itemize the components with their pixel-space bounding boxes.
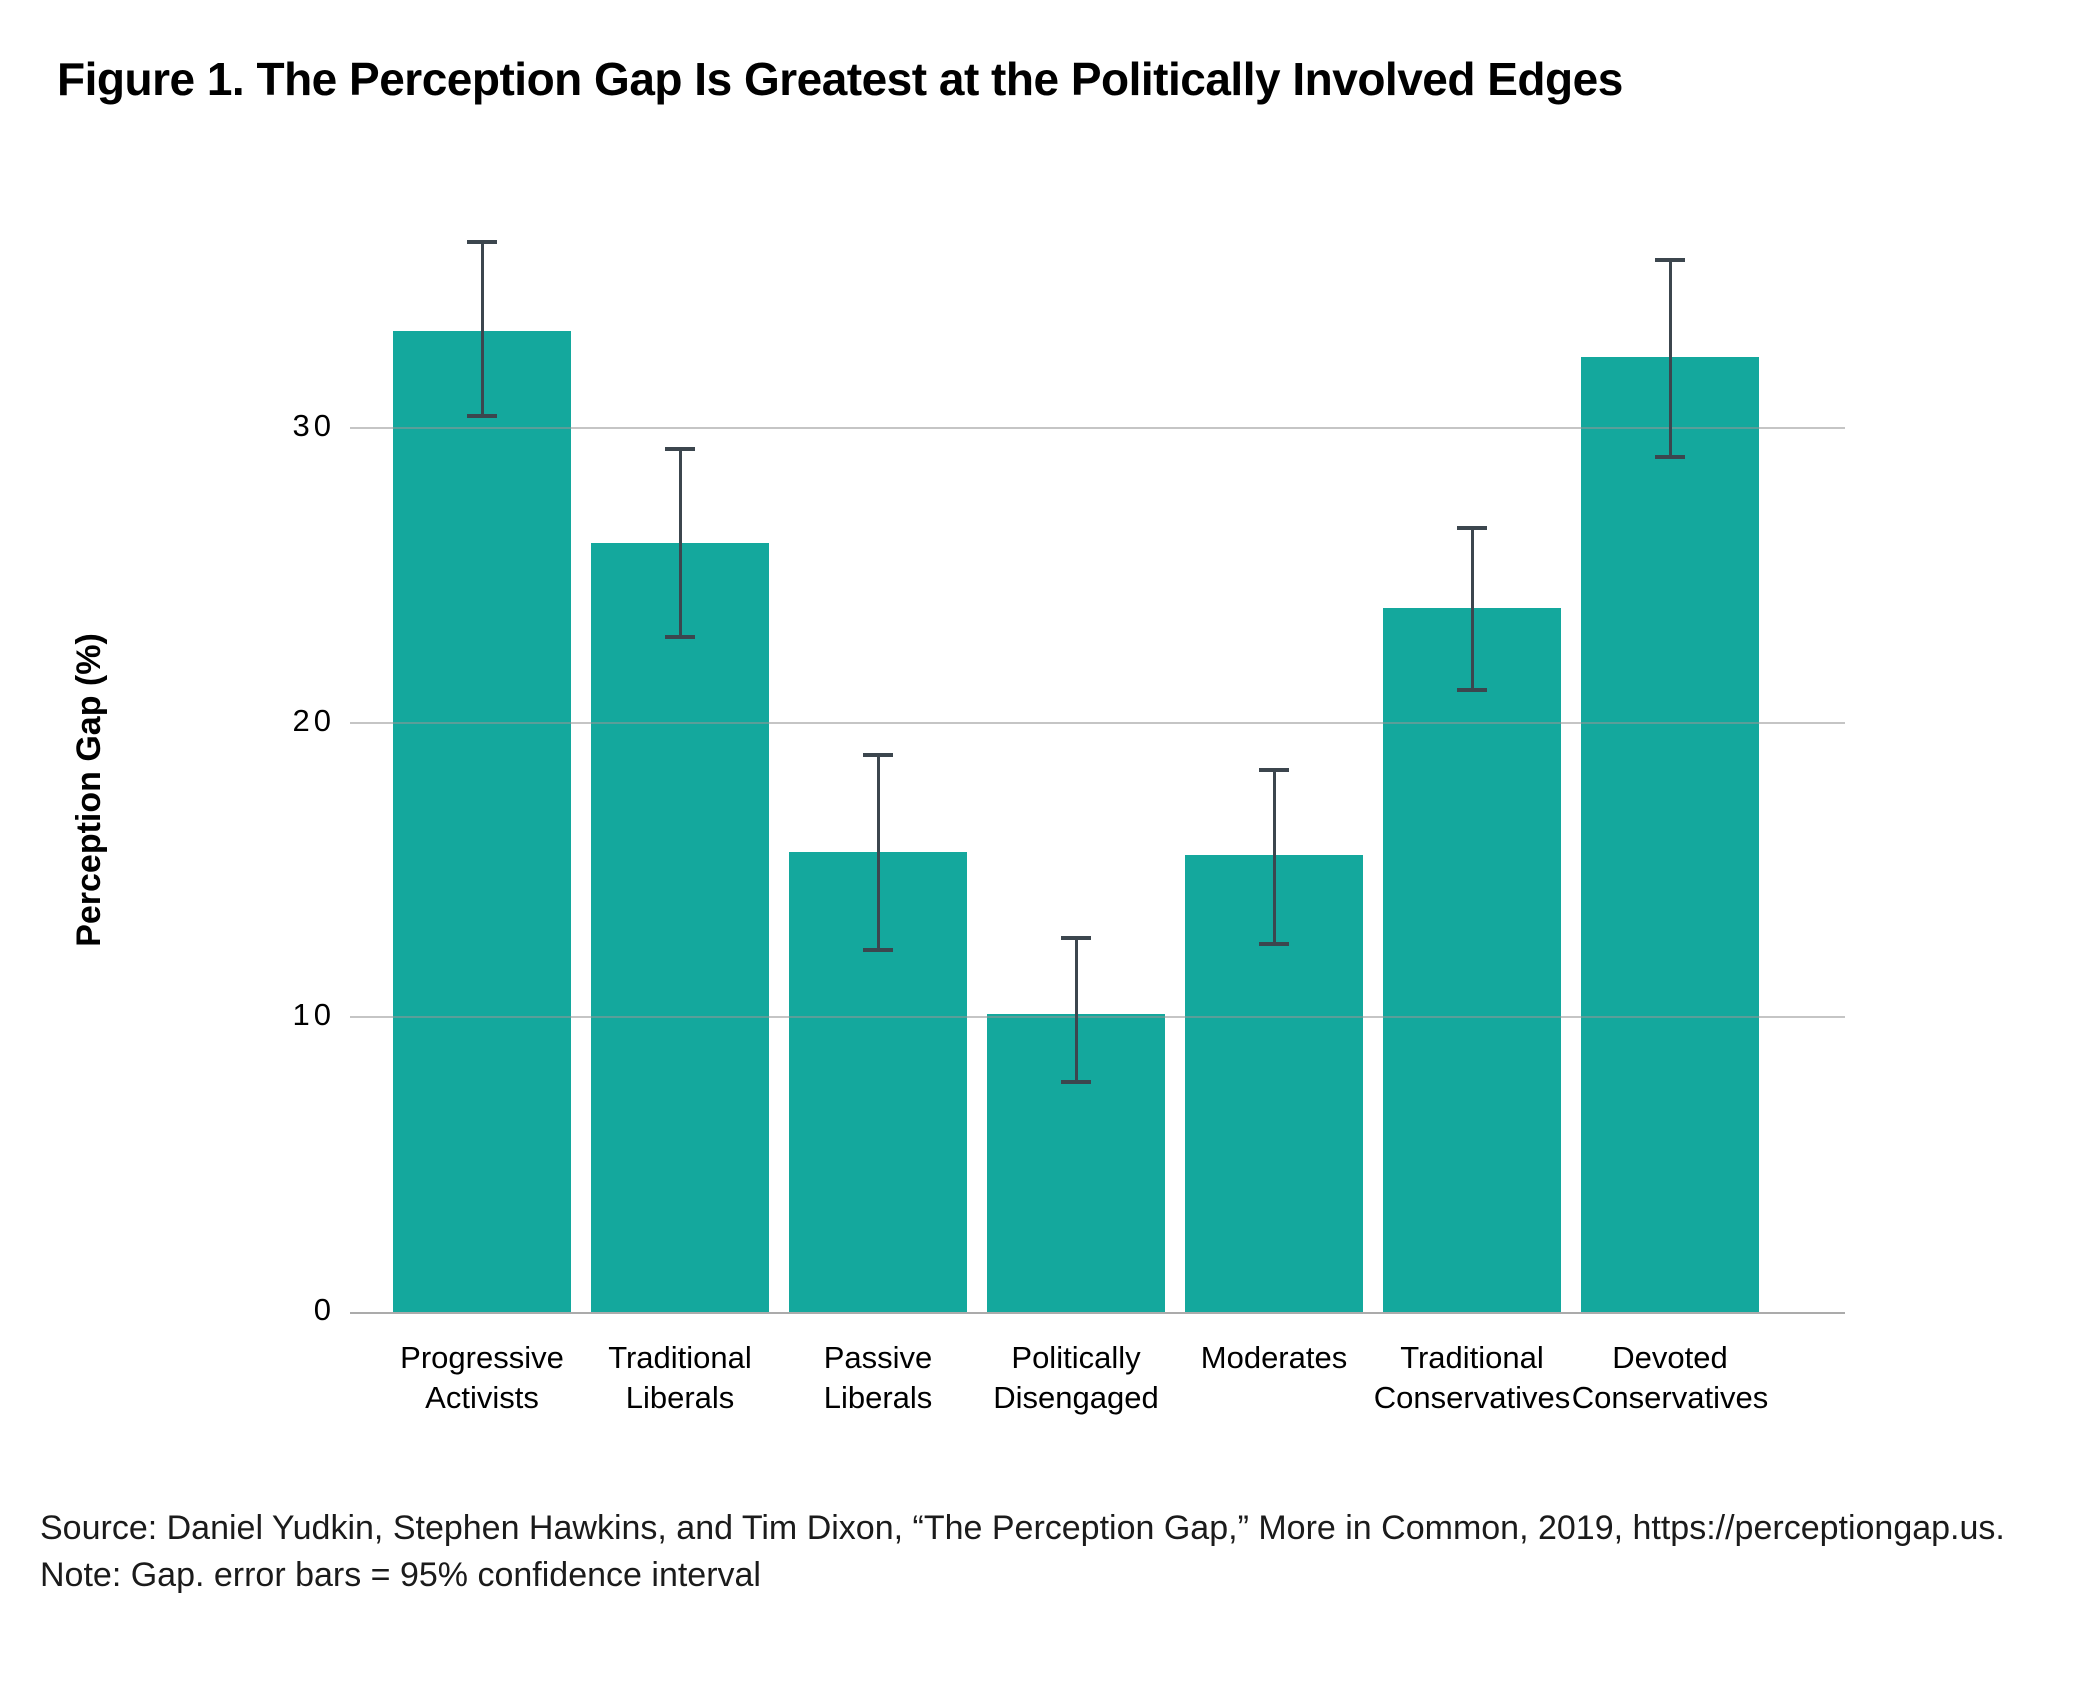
x-tick-label-line: Activists — [425, 1380, 539, 1415]
error-bar-cap-top-2 — [863, 753, 893, 758]
x-tick-label-4: Moderates — [1159, 1338, 1389, 1378]
x-tick-label-line: Moderates — [1200, 1340, 1348, 1375]
x-tick-label-line: Politically — [1011, 1340, 1141, 1375]
bar-progressive-activists — [393, 330, 571, 1312]
error-bar-line-2 — [876, 755, 880, 950]
error-bar-cap-bottom-2 — [863, 947, 893, 952]
x-tick-label-line: Liberals — [625, 1380, 735, 1415]
x-tick-label-line: Liberals — [823, 1380, 933, 1415]
x-tick-label-line: Devoted — [1612, 1340, 1728, 1375]
error-bar-line-1 — [678, 448, 682, 638]
x-tick-label-line: Traditional — [1400, 1340, 1544, 1375]
note-text: Note: Gap. error bars = 95% confidence i… — [40, 1556, 761, 1594]
error-bar-cap-bottom-3 — [1061, 1080, 1091, 1085]
error-bar-cap-bottom-1 — [665, 635, 695, 640]
error-bar-cap-top-5 — [1457, 526, 1487, 531]
x-tick-label-line: Traditional — [608, 1340, 752, 1375]
y-tick-label-0: 0 — [313, 1292, 335, 1327]
x-tick-label-line: Progressive — [400, 1340, 564, 1375]
gridline-20 — [350, 721, 1845, 724]
error-bar-cap-top-4 — [1259, 767, 1289, 772]
error-bar-line-5 — [1470, 528, 1474, 691]
error-bar-line-4 — [1272, 769, 1276, 944]
bar-devoted-conservatives — [1581, 357, 1759, 1312]
x-axis-line — [350, 1312, 1845, 1314]
x-tick-label-line: Disengaged — [993, 1380, 1159, 1415]
error-bar-line-3 — [1074, 937, 1078, 1083]
error-bar-cap-bottom-4 — [1259, 941, 1289, 946]
x-tick-label-3: Politically Disengaged — [961, 1338, 1191, 1418]
gridline-10 — [350, 1016, 1845, 1019]
footer: Source: Daniel Yudkin, Stephen Hawkins, … — [40, 1505, 2005, 1599]
y-axis-title-text: Perception Gap (%) — [70, 633, 108, 947]
x-tick-label-6: Devoted Conservatives — [1555, 1338, 1785, 1418]
x-tick-label-5: Traditional Conservatives — [1357, 1338, 1587, 1418]
error-bar-cap-top-3 — [1061, 935, 1091, 940]
x-tick-label-0: Progressive Activists — [367, 1338, 597, 1418]
error-bar-line-0 — [480, 242, 484, 417]
y-tick-label-20: 20 — [292, 702, 335, 738]
error-bar-cap-top-0 — [467, 240, 497, 245]
x-tick-label-line: Conservatives — [1571, 1380, 1769, 1415]
x-tick-label-line: Conservatives — [1373, 1380, 1571, 1415]
gridline-30 — [350, 426, 1845, 429]
y-tick-label-10: 10 — [292, 997, 335, 1033]
x-tick-label-1: Traditional Liberals — [565, 1338, 795, 1418]
bar-traditional-conservatives — [1383, 607, 1561, 1312]
x-tick-label-2: Passive Liberals — [763, 1338, 993, 1418]
error-bar-cap-bottom-0 — [467, 414, 497, 419]
error-bar-cap-bottom-5 — [1457, 688, 1487, 693]
figure-title: Figure 1. The Perception Gap Is Greatest… — [57, 53, 1623, 105]
error-bar-cap-top-6 — [1655, 258, 1685, 263]
source-text: Source: Daniel Yudkin, Stephen Hawkins, … — [40, 1509, 2005, 1547]
bar-traditional-liberals — [591, 542, 769, 1312]
x-tick-label-line: Passive — [823, 1340, 933, 1375]
error-bar-cap-top-1 — [665, 446, 695, 451]
y-tick-label-30: 30 — [292, 407, 335, 443]
error-bar-line-6 — [1668, 260, 1672, 458]
error-bar-cap-bottom-6 — [1655, 455, 1685, 460]
